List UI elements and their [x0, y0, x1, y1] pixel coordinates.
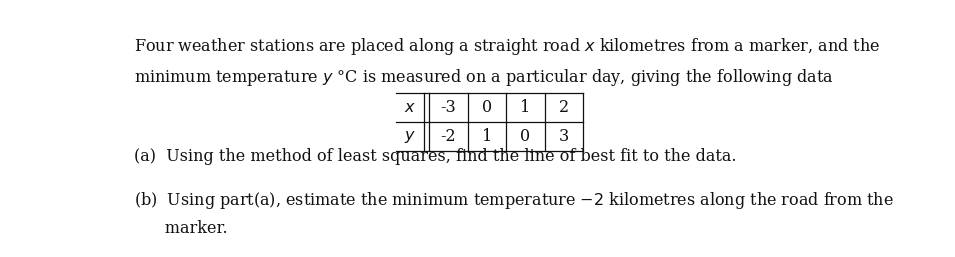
Text: 1: 1: [481, 128, 492, 145]
Text: Four weather stations are placed along a straight road $x$ kilometres from a mar: Four weather stations are placed along a…: [134, 36, 881, 57]
Text: -3: -3: [440, 99, 456, 116]
Text: 3: 3: [559, 128, 569, 145]
Text: marker.: marker.: [134, 220, 228, 237]
Text: (b)  Using part(a), estimate the minimum temperature $-2$ kilometres along the r: (b) Using part(a), estimate the minimum …: [134, 190, 894, 211]
Text: 1: 1: [520, 99, 530, 116]
Text: 0: 0: [481, 99, 492, 116]
Text: -2: -2: [440, 128, 456, 145]
Text: minimum temperature $y$ °C is measured on a particular day, giving the following: minimum temperature $y$ °C is measured o…: [134, 67, 834, 88]
Text: $y$: $y$: [404, 128, 416, 145]
Text: 0: 0: [520, 128, 530, 145]
Text: (a)  Using the method of least squares, find the line of best fit to the data.: (a) Using the method of least squares, f…: [134, 148, 736, 164]
Text: 2: 2: [559, 99, 569, 116]
Text: $x$: $x$: [404, 99, 415, 116]
